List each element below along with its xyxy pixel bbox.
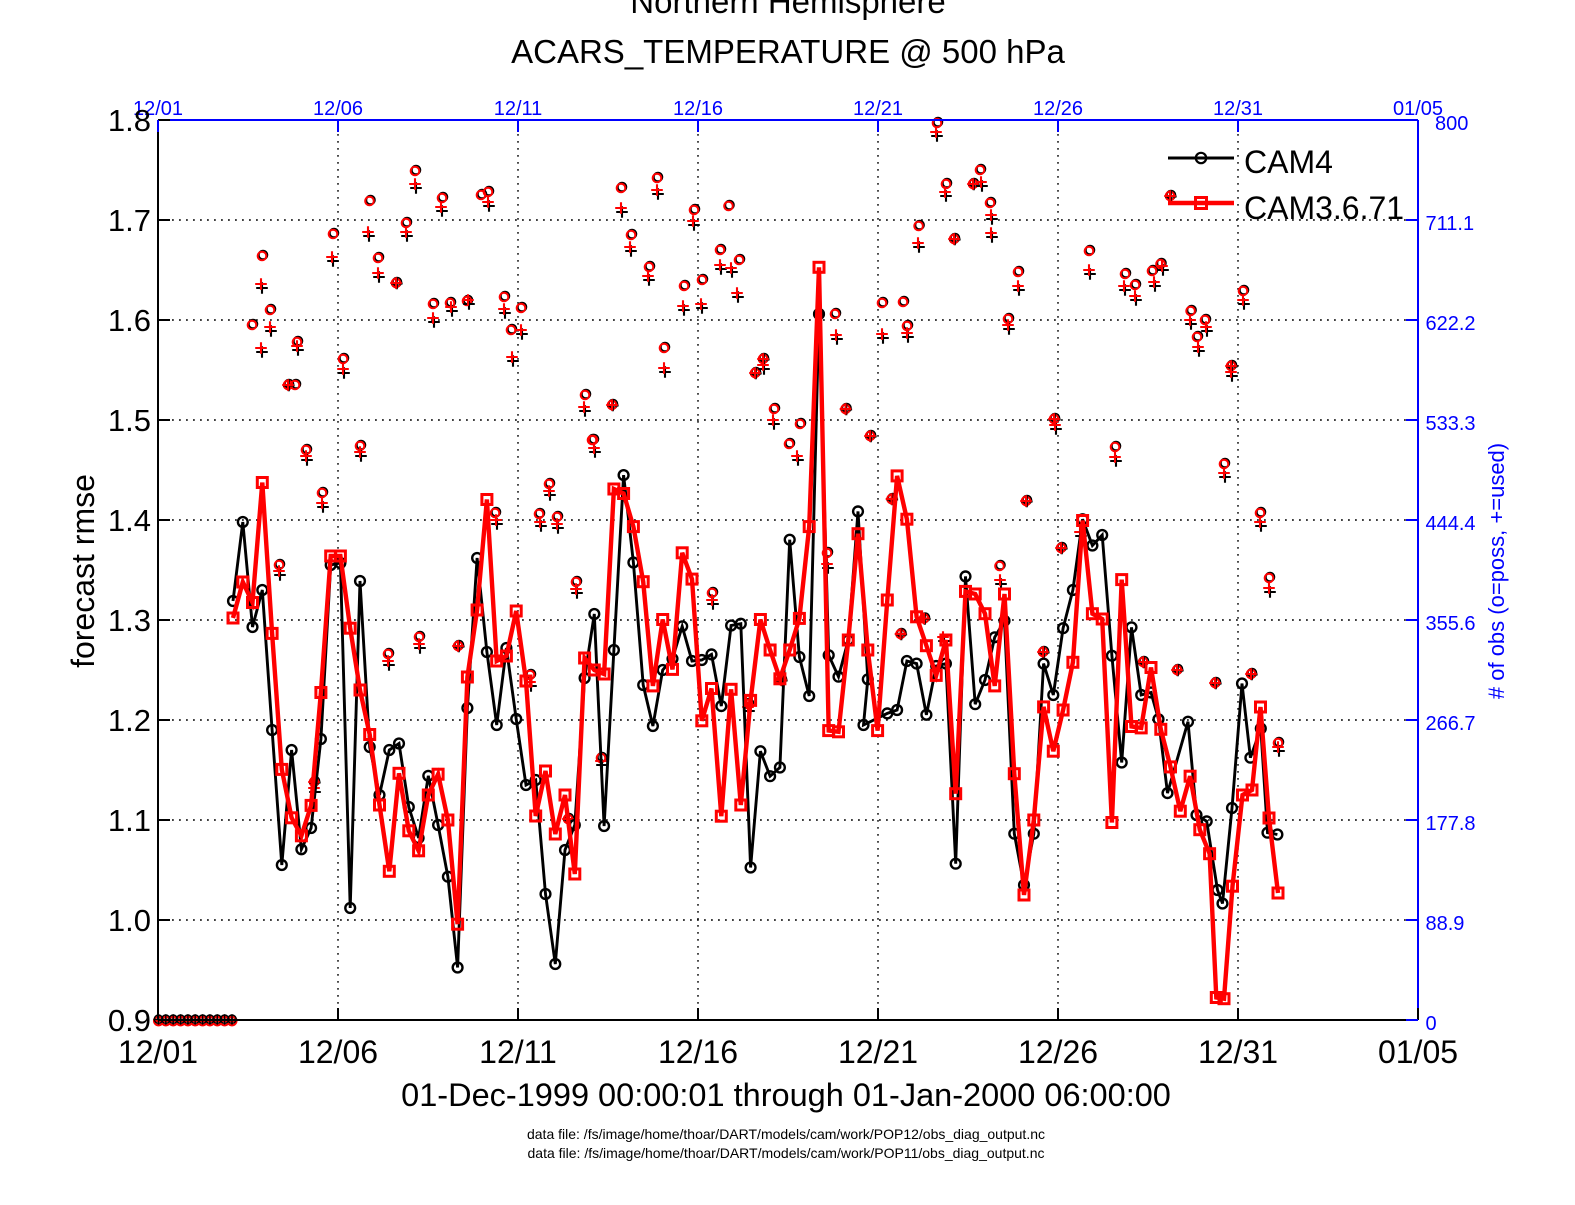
svg-text:12/21: 12/21 xyxy=(838,1034,918,1070)
svg-text:1.8: 1.8 xyxy=(108,103,151,138)
svg-text:1.5: 1.5 xyxy=(108,403,151,438)
svg-text:12/21: 12/21 xyxy=(853,98,903,120)
svg-text:12/16: 12/16 xyxy=(658,1034,738,1070)
svg-text:data file: /fs/image/home/thoa: data file: /fs/image/home/thoar/DART/mod… xyxy=(527,1126,1045,1142)
svg-text:12/06: 12/06 xyxy=(298,1034,378,1070)
svg-text:12/11: 12/11 xyxy=(494,98,543,120)
svg-text:444.4: 444.4 xyxy=(1426,513,1476,535)
svg-text:# of obs (o=poss, +=used): # of obs (o=poss, +=used) xyxy=(1484,443,1509,699)
svg-text:12/06: 12/06 xyxy=(313,98,363,120)
svg-text:CAM3.6.71: CAM3.6.71 xyxy=(1244,190,1404,226)
svg-text:12/31: 12/31 xyxy=(1198,1034,1278,1070)
svg-text:forecast rmse: forecast rmse xyxy=(65,474,101,668)
svg-text:12/16: 12/16 xyxy=(673,98,723,120)
svg-text:ACARS_TEMPERATURE @ 500 hPa: ACARS_TEMPERATURE @ 500 hPa xyxy=(511,33,1065,70)
svg-text:12/01: 12/01 xyxy=(118,1034,198,1070)
svg-text:0.9: 0.9 xyxy=(108,1003,151,1038)
svg-text:12/31: 12/31 xyxy=(1213,98,1263,120)
svg-text:1.4: 1.4 xyxy=(108,503,151,538)
svg-text:0: 0 xyxy=(1426,1013,1437,1035)
svg-text:533.3: 533.3 xyxy=(1426,413,1476,435)
svg-text:355.6: 355.6 xyxy=(1426,613,1476,635)
svg-text:1.1: 1.1 xyxy=(108,803,151,838)
svg-text:711.1: 711.1 xyxy=(1426,213,1475,235)
svg-text:177.8: 177.8 xyxy=(1426,813,1476,835)
svg-text:Northern Hemisphere: Northern Hemisphere xyxy=(630,0,945,20)
svg-text:12/26: 12/26 xyxy=(1033,98,1083,120)
svg-text:data file: /fs/image/home/thoa: data file: /fs/image/home/thoar/DART/mod… xyxy=(528,1145,1045,1161)
svg-text:12/01: 12/01 xyxy=(133,98,183,120)
svg-text:01/05: 01/05 xyxy=(1393,98,1443,120)
svg-text:88.9: 88.9 xyxy=(1426,913,1465,935)
svg-text:01-Dec-1999 00:00:01 through 0: 01-Dec-1999 00:00:01 through 01-Jan-2000… xyxy=(401,1077,1171,1113)
svg-text:1.3: 1.3 xyxy=(108,603,151,638)
svg-text:622.2: 622.2 xyxy=(1426,313,1476,335)
svg-text:1.0: 1.0 xyxy=(108,903,151,938)
svg-text:12/26: 12/26 xyxy=(1018,1034,1098,1070)
svg-text:12/11: 12/11 xyxy=(479,1034,557,1070)
svg-text:800: 800 xyxy=(1435,113,1468,135)
svg-text:1.2: 1.2 xyxy=(108,703,151,738)
svg-text:266.7: 266.7 xyxy=(1426,713,1476,735)
svg-text:1.6: 1.6 xyxy=(108,303,151,338)
svg-text:01/05: 01/05 xyxy=(1378,1034,1458,1070)
svg-text:1.7: 1.7 xyxy=(108,203,151,238)
svg-text:CAM4: CAM4 xyxy=(1244,144,1333,180)
